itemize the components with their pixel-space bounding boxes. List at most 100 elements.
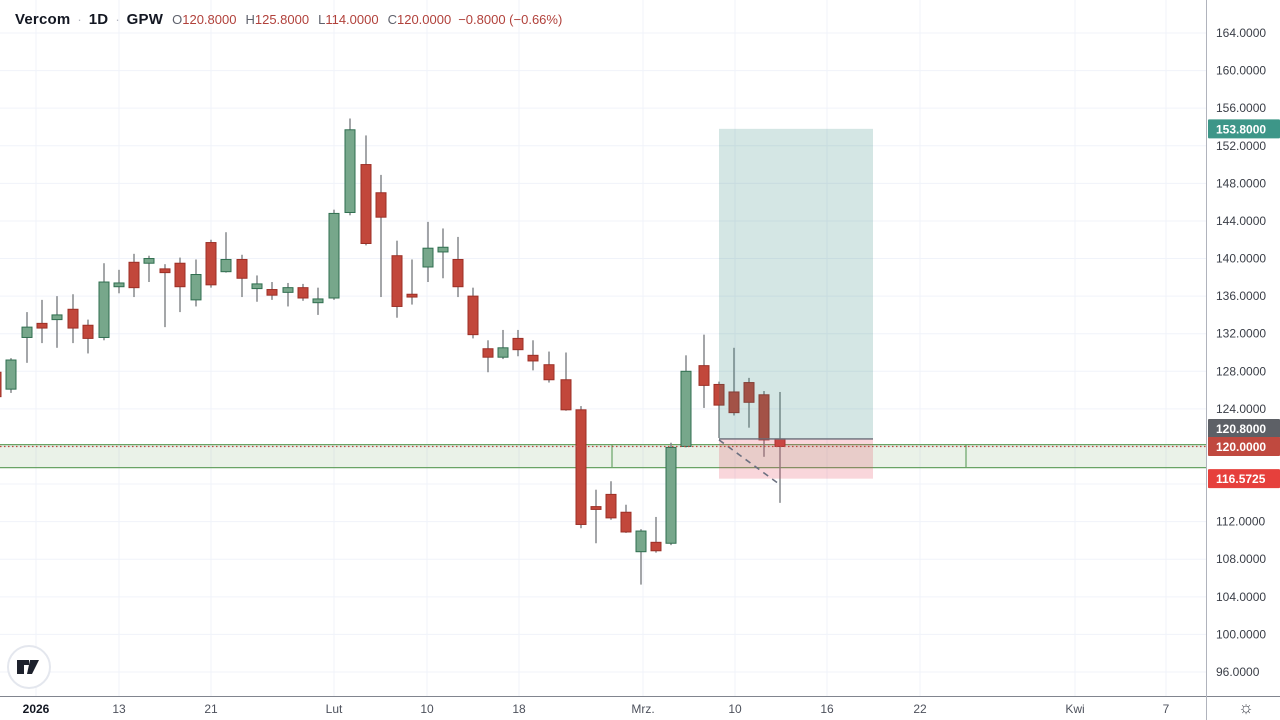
interval-label[interactable]: 1D <box>88 11 109 28</box>
svg-text:Mrz.: Mrz. <box>631 702 654 716</box>
svg-text:16: 16 <box>820 702 834 716</box>
grid-lines <box>0 0 1206 696</box>
long-position-profit-zone[interactable] <box>719 128 873 439</box>
candle <box>251 275 263 302</box>
tradingview-logo[interactable] <box>7 645 51 689</box>
svg-text:18: 18 <box>512 702 526 716</box>
candle <box>650 516 662 553</box>
svg-text:Lut: Lut <box>326 702 343 716</box>
candle <box>512 329 524 357</box>
candle <box>482 340 494 373</box>
candle <box>21 312 33 363</box>
price-axis[interactable]: 164.0000 160.0000 156.0000 152.0000 148.0000… <box>1206 0 1280 720</box>
candle <box>680 355 692 448</box>
svg-text:148.0000: 148.0000 <box>1216 176 1266 190</box>
svg-text:120.0000: 120.0000 <box>1216 440 1266 454</box>
price-badge: 116.5725 <box>1208 469 1280 489</box>
svg-text:132.0000: 132.0000 <box>1216 327 1266 341</box>
candle <box>51 296 63 348</box>
candle <box>266 282 278 300</box>
long-position-tool[interactable] <box>719 128 873 479</box>
svg-text:160.0000: 160.0000 <box>1216 64 1266 78</box>
candle <box>575 406 587 529</box>
candle <box>312 287 324 315</box>
candle <box>452 236 464 298</box>
candle <box>375 174 387 298</box>
price-change: −0.8000 (−0.66%) <box>458 12 563 27</box>
tradingview-logo-icon <box>17 660 39 674</box>
price-badge: 120.8000 <box>1208 418 1280 438</box>
candle <box>665 442 677 546</box>
candle <box>698 334 710 408</box>
dashed-trendline[interactable] <box>718 439 782 487</box>
chart-legend: Vercom · 1D · GPW O120.8000 H125.8000 L1… <box>15 11 562 28</box>
candle <box>143 255 155 283</box>
candle <box>190 259 202 307</box>
candle <box>391 240 403 318</box>
candle <box>282 282 294 307</box>
candle <box>590 489 602 544</box>
svg-text:128.0000: 128.0000 <box>1216 364 1266 378</box>
candle <box>344 118 356 216</box>
svg-text:Kwi: Kwi <box>1065 702 1084 716</box>
svg-text:116.5725: 116.5725 <box>1216 472 1266 486</box>
svg-text:13: 13 <box>112 702 126 716</box>
svg-text:100.0000: 100.0000 <box>1216 627 1266 641</box>
support-zone-rect[interactable] <box>0 443 1206 469</box>
svg-text:21: 21 <box>204 702 218 716</box>
svg-text:10: 10 <box>728 702 742 716</box>
candle <box>743 377 755 428</box>
ohlc-close: C120.0000 <box>387 12 452 27</box>
candle <box>128 253 140 298</box>
candle <box>174 257 186 313</box>
candle <box>437 228 449 279</box>
candle <box>560 352 572 411</box>
ohlc-high: H125.8000 <box>245 12 310 27</box>
candle <box>527 340 539 371</box>
candle <box>159 264 171 328</box>
svg-text:156.0000: 156.0000 <box>1216 101 1266 115</box>
price-badge: 120.0000 <box>1208 436 1280 456</box>
svg-text:120.8000: 120.8000 <box>1216 422 1266 436</box>
candle <box>360 135 372 246</box>
candle <box>67 294 79 344</box>
svg-text:104.0000: 104.0000 <box>1216 590 1266 604</box>
svg-text:96.0000: 96.0000 <box>1216 665 1260 679</box>
candle <box>297 283 309 301</box>
svg-text:144.0000: 144.0000 <box>1216 214 1266 228</box>
candle <box>497 329 509 360</box>
candle <box>36 299 48 344</box>
legend-separator: · <box>77 12 82 27</box>
ohlc-low: L114.0000 <box>318 12 379 27</box>
time-axis[interactable]: 2026 13 21 Lut 10 18 Mrz. 10 16 22 Kwi 7 <box>0 696 1280 720</box>
candle <box>205 239 217 288</box>
legend-separator: · <box>115 12 120 27</box>
candle <box>635 529 647 585</box>
svg-text:164.0000: 164.0000 <box>1216 26 1266 40</box>
svg-text:152.0000: 152.0000 <box>1216 139 1266 153</box>
candle <box>113 269 125 294</box>
candle <box>620 504 632 533</box>
price-badge: 153.8000 <box>1208 119 1280 139</box>
candle <box>728 347 740 416</box>
svg-text:153.8000: 153.8000 <box>1216 122 1266 136</box>
svg-text:10: 10 <box>420 702 434 716</box>
svg-text:2026: 2026 <box>23 702 50 716</box>
svg-text:108.0000: 108.0000 <box>1216 552 1266 566</box>
candle <box>713 381 725 439</box>
candle <box>543 351 555 383</box>
candle <box>220 232 232 273</box>
symbol-name[interactable]: Vercom <box>15 11 71 28</box>
timezone-settings-gear-icon[interactable]: ☼ <box>1238 698 1254 717</box>
svg-text:22: 22 <box>913 702 927 716</box>
candle <box>328 209 340 300</box>
candles <box>0 118 786 585</box>
svg-text:136.0000: 136.0000 <box>1216 289 1266 303</box>
long-position-stop-zone[interactable] <box>719 438 873 479</box>
candle <box>82 319 94 354</box>
svg-text:124.0000: 124.0000 <box>1216 402 1266 416</box>
candle <box>758 391 770 457</box>
svg-text:140.0000: 140.0000 <box>1216 252 1266 266</box>
